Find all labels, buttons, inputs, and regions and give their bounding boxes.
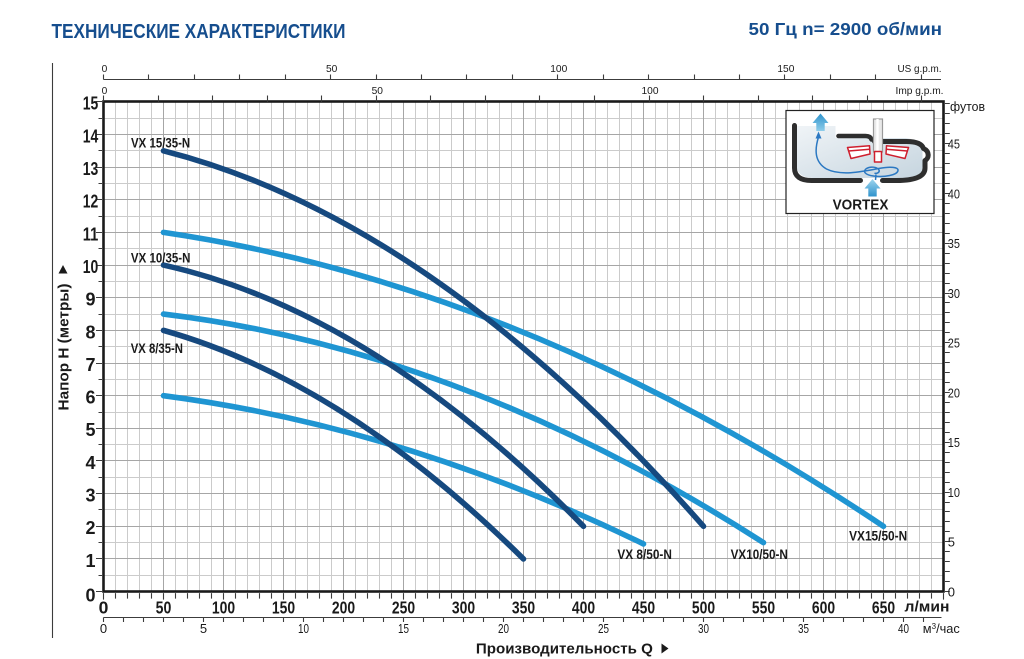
svg-text:350: 350 <box>512 598 535 618</box>
svg-text:100: 100 <box>550 64 567 75</box>
svg-text:футов: футов <box>950 99 985 114</box>
svg-text:Напор Н (метры): Напор Н (метры) <box>56 283 73 410</box>
svg-text:100: 100 <box>212 598 235 618</box>
svg-text:8: 8 <box>85 322 95 342</box>
svg-text:2: 2 <box>85 518 95 538</box>
svg-text:15: 15 <box>948 435 960 450</box>
svg-text:VX 8/50-N: VX 8/50-N <box>617 546 672 562</box>
svg-text:10: 10 <box>83 257 99 277</box>
svg-text:VORTEX: VORTEX <box>833 197 889 214</box>
svg-text:VX 8/35-N: VX 8/35-N <box>131 340 183 356</box>
svg-text:0: 0 <box>100 621 107 636</box>
svg-text:40: 40 <box>948 186 960 201</box>
svg-text:VX 15/35-N: VX 15/35-N <box>131 135 190 151</box>
svg-text:Производительность Q: Производительность Q <box>476 641 653 658</box>
svg-text:20: 20 <box>498 621 509 636</box>
svg-text:12: 12 <box>83 192 99 212</box>
svg-text:300: 300 <box>452 598 475 618</box>
svg-text:35: 35 <box>948 236 960 251</box>
svg-text:30: 30 <box>948 286 960 301</box>
svg-text:650: 650 <box>872 598 895 618</box>
svg-text:200: 200 <box>332 598 355 618</box>
svg-text:35: 35 <box>798 621 809 636</box>
svg-text:550: 550 <box>752 598 775 618</box>
svg-text:US g.p.m.: US g.p.m. <box>898 64 942 75</box>
svg-text:150: 150 <box>272 598 295 618</box>
svg-text:ТЕХНИЧЕСКИЕ ХАРАКТЕРИСТИКИ: ТЕХНИЧЕСКИЕ ХАРАКТЕРИСТИКИ <box>52 20 346 43</box>
svg-text:4: 4 <box>85 453 95 473</box>
svg-text:14: 14 <box>83 126 99 146</box>
svg-text:Imp g.p.m.: Imp g.p.m. <box>896 86 944 97</box>
svg-text:м3/час: м3/час <box>923 621 961 636</box>
svg-text:45: 45 <box>948 137 960 152</box>
svg-text:11: 11 <box>83 224 99 244</box>
svg-text:600: 600 <box>812 598 835 618</box>
svg-text:VX10/50-N: VX10/50-N <box>731 546 788 562</box>
svg-text:6: 6 <box>85 388 95 408</box>
svg-text:VX15/50-N: VX15/50-N <box>849 528 907 544</box>
svg-text:150: 150 <box>777 64 794 75</box>
svg-text:VX 10/35-N: VX 10/35-N <box>131 250 191 266</box>
svg-text:15: 15 <box>83 94 99 114</box>
svg-text:3: 3 <box>85 486 95 506</box>
svg-text:400: 400 <box>572 598 595 618</box>
svg-text:0: 0 <box>85 586 95 606</box>
svg-text:20: 20 <box>948 385 960 400</box>
svg-text:0: 0 <box>102 86 108 97</box>
svg-text:5: 5 <box>85 420 95 440</box>
svg-text:л/мин: л/мин <box>905 599 950 616</box>
svg-text:10: 10 <box>948 485 960 500</box>
svg-text:0: 0 <box>948 585 955 600</box>
svg-text:1: 1 <box>85 551 95 571</box>
svg-text:30: 30 <box>698 621 709 636</box>
svg-text:10: 10 <box>298 621 309 636</box>
svg-text:9: 9 <box>85 290 95 310</box>
svg-text:25: 25 <box>948 336 960 351</box>
svg-text:250: 250 <box>392 598 415 618</box>
svg-text:5: 5 <box>948 535 955 550</box>
svg-text:50: 50 <box>326 64 338 75</box>
svg-text:0: 0 <box>102 64 108 75</box>
svg-text:5: 5 <box>200 621 207 636</box>
svg-text:50: 50 <box>156 598 172 618</box>
svg-text:450: 450 <box>632 598 655 618</box>
svg-text:100: 100 <box>642 86 659 97</box>
svg-text:7: 7 <box>85 355 95 375</box>
svg-text:15: 15 <box>398 621 409 636</box>
svg-text:40: 40 <box>898 621 909 636</box>
svg-text:50 Гц n= 2900 об/мин: 50 Гц n= 2900 об/мин <box>749 19 943 39</box>
svg-text:13: 13 <box>83 159 99 179</box>
svg-text:500: 500 <box>692 598 715 618</box>
svg-text:0: 0 <box>99 598 109 618</box>
svg-text:50: 50 <box>372 86 384 97</box>
svg-text:25: 25 <box>598 621 609 636</box>
